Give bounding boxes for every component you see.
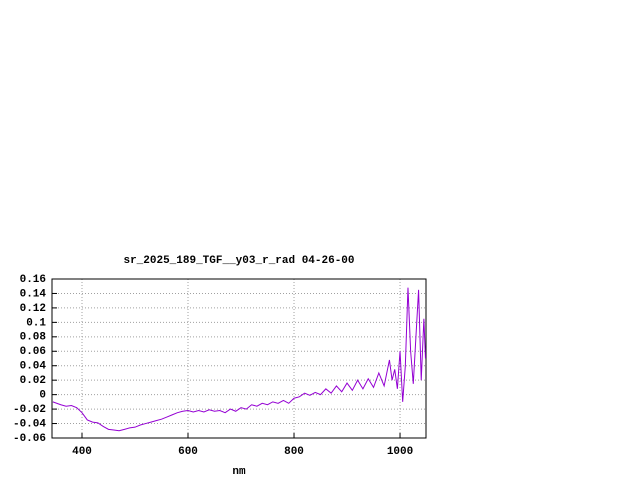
y-tick-label: 0 [39, 390, 46, 402]
y-tick-label: 0.04 [20, 361, 47, 373]
y-tick-label: -0.06 [13, 433, 46, 445]
y-tick-label: -0.02 [13, 404, 46, 416]
y-tick-label: 0.1 [26, 317, 46, 329]
y-tick-label: 0.14 [20, 288, 47, 300]
x-tick-label: 1000 [387, 446, 413, 458]
x-tick-label: 800 [284, 446, 304, 458]
x-axis-label: nm [232, 466, 246, 478]
y-tick-label: 0.16 [20, 274, 46, 286]
y-tick-label: 0.12 [20, 303, 46, 315]
x-tick-label: 400 [72, 446, 92, 458]
y-tick-label: 0.06 [20, 346, 46, 358]
data-line [52, 287, 426, 432]
x-tick-label: 600 [178, 446, 198, 458]
chart-title: sr_2025_189_TGF__y03_r_rad 04-26-00 [123, 255, 354, 267]
y-tick-label: 0.02 [20, 375, 46, 387]
y-tick-label: -0.04 [13, 418, 46, 430]
plot-border [51, 278, 427, 439]
y-tick-label: 0.08 [20, 332, 47, 344]
